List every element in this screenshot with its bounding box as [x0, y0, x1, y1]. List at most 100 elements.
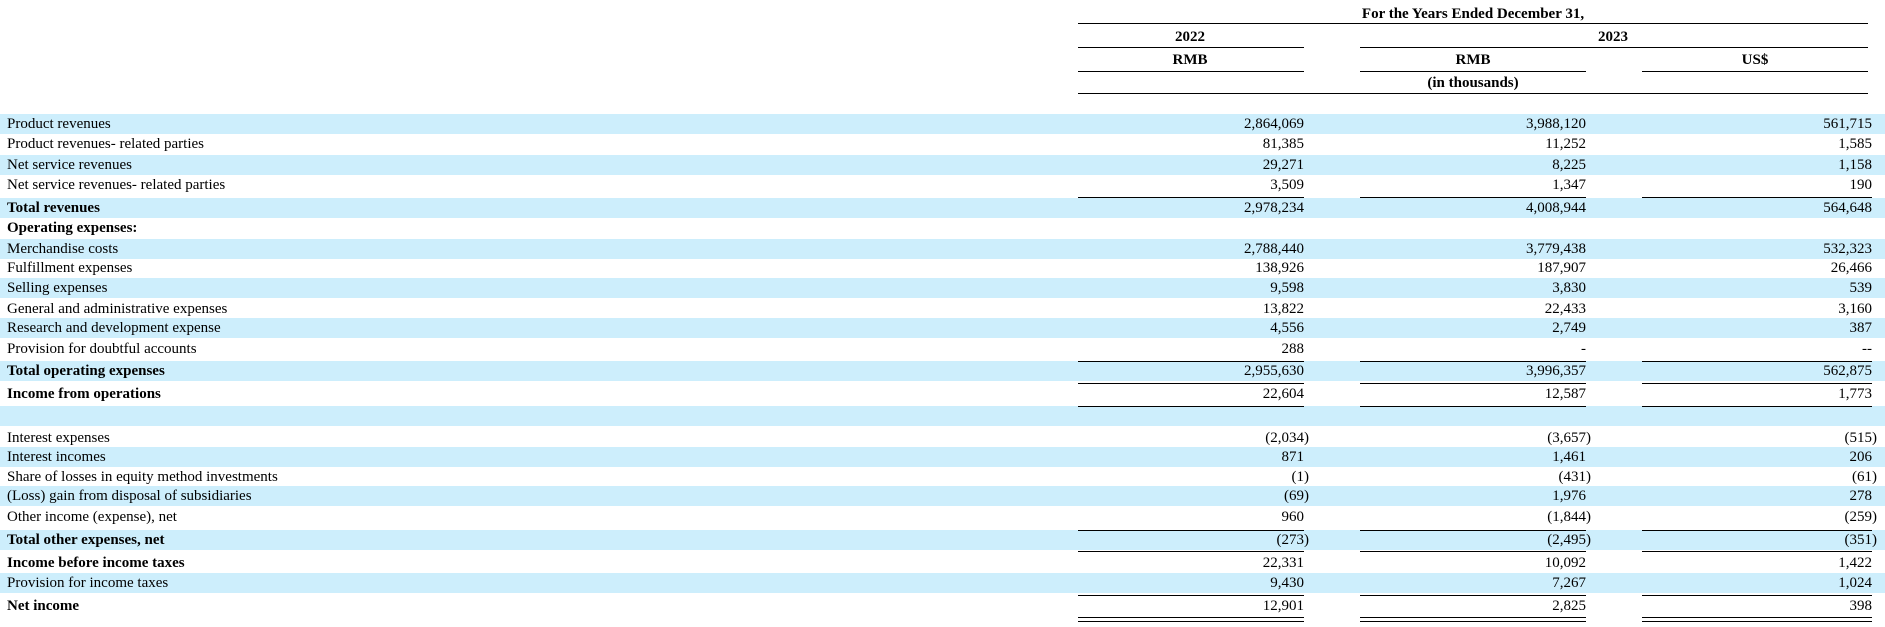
cell-value: 2,864,069	[1244, 115, 1304, 132]
cell-value: (61)	[1852, 469, 1877, 486]
cell-value: --	[1862, 340, 1872, 357]
cell-value: 206	[1849, 448, 1873, 465]
cell-value: 187,907	[1537, 260, 1586, 277]
row-label: Fulfillment expenses	[7, 260, 133, 277]
currency: RMB	[1172, 52, 1208, 68]
cell-value: (2,495)	[1547, 531, 1591, 548]
rule	[1642, 530, 1872, 532]
cell-value: 532,323	[1823, 240, 1872, 257]
currency: RMB	[1455, 52, 1491, 68]
cell-value: 288	[1281, 340, 1305, 357]
row-band	[0, 154, 1885, 175]
cell-value: 138,926	[1255, 260, 1304, 277]
row-label: Operating expenses:	[7, 220, 138, 237]
rule	[1360, 360, 1586, 362]
rule	[1360, 197, 1586, 199]
rule	[1078, 23, 1868, 24]
year: 2023	[1598, 29, 1628, 45]
cell-value: 12,901	[1262, 597, 1304, 614]
rule	[1642, 594, 1872, 596]
cell-value: (2,034)	[1265, 429, 1309, 446]
row-label: Provision for doubtful accounts	[7, 340, 197, 357]
cell-value: (3,657)	[1547, 429, 1591, 446]
cell-value: 387	[1849, 320, 1873, 337]
row-label: Interest expenses	[7, 429, 110, 446]
cell-value: 81,385	[1262, 136, 1304, 153]
cell-value: 2,955,630	[1244, 363, 1304, 380]
cell-value: (515)	[1844, 429, 1878, 446]
cell-value: 2,749	[1552, 320, 1586, 337]
cell-value: 1,461	[1552, 448, 1586, 465]
cell-value: (259)	[1844, 508, 1878, 525]
cell-value: 960	[1281, 508, 1305, 525]
rule	[1078, 47, 1304, 48]
row-band	[0, 238, 1885, 259]
row-label: Income before income taxes	[7, 554, 185, 571]
rule	[1078, 93, 1868, 94]
cell-value: 10,092	[1544, 554, 1586, 571]
cell-value: 4,556	[1270, 320, 1304, 337]
cell-value: 2,825	[1552, 597, 1586, 614]
rule	[1642, 197, 1872, 199]
rule	[1360, 406, 1586, 408]
cell-value: 7,267	[1552, 574, 1586, 591]
row-band	[0, 446, 1885, 467]
rule	[1360, 620, 1586, 622]
rule	[1078, 197, 1304, 199]
rule	[1642, 406, 1872, 408]
cell-value: 398	[1849, 597, 1873, 614]
cell-value: 9,430	[1270, 574, 1304, 591]
row-band	[0, 486, 1885, 507]
row-band	[0, 361, 1885, 382]
cell-value: 2,788,440	[1244, 240, 1304, 257]
row-band	[0, 278, 1885, 299]
cell-value: 2,978,234	[1244, 199, 1304, 216]
rule	[1360, 47, 1868, 48]
rule	[1078, 71, 1304, 72]
row-label: Net service revenues	[7, 156, 132, 173]
rule	[1642, 550, 1872, 552]
cell-value: 3,160	[1838, 300, 1872, 317]
row-label: Merchandise costs	[7, 240, 119, 257]
cell-value: 278	[1849, 488, 1873, 505]
year: 2022	[1175, 29, 1205, 45]
cell-value: 1,024	[1838, 574, 1872, 591]
row-label: Selling expenses	[7, 280, 108, 297]
rule	[1078, 616, 1304, 618]
row-label: Other income (expense), net	[7, 508, 177, 525]
row-label: Share of losses in equity method investm…	[7, 469, 278, 486]
cell-value: (431)	[1558, 469, 1592, 486]
cell-value: 1,422	[1838, 554, 1872, 571]
row-label: Net income	[7, 597, 80, 614]
rule	[1078, 530, 1304, 532]
row-label: Income from operations	[7, 386, 161, 403]
cell-value: 22,433	[1544, 300, 1586, 317]
cell-value: 22,331	[1262, 554, 1304, 571]
rule	[1078, 594, 1304, 596]
cell-value: -	[1581, 340, 1586, 357]
row-band	[0, 113, 1885, 134]
row-band	[0, 529, 1885, 550]
cell-value: 3,509	[1270, 177, 1304, 194]
cell-value: 539	[1849, 280, 1873, 297]
rule	[1360, 530, 1586, 532]
cell-value: 1,976	[1552, 488, 1586, 505]
cell-value: 3,988,120	[1526, 115, 1586, 132]
cell-value: 564,648	[1823, 199, 1872, 216]
cell-value: 9,598	[1270, 280, 1304, 297]
cell-value: 11,252	[1545, 136, 1586, 153]
cell-value: 3,830	[1552, 280, 1586, 297]
cell-value: (1,844)	[1547, 508, 1591, 525]
row-label: Provision for income taxes	[7, 574, 169, 591]
cell-value: (273)	[1276, 531, 1310, 548]
header-title: For the Years Ended December 31,	[1361, 6, 1585, 22]
rule	[1642, 383, 1872, 385]
cell-value: 1,347	[1552, 177, 1586, 194]
cell-value: 26,466	[1830, 260, 1872, 277]
cell-value: 3,996,357	[1526, 363, 1586, 380]
rule	[1642, 360, 1872, 362]
unit: (in thousands)	[1427, 75, 1519, 91]
row-label: Product revenues- related parties	[7, 136, 204, 153]
rule	[1642, 620, 1872, 622]
